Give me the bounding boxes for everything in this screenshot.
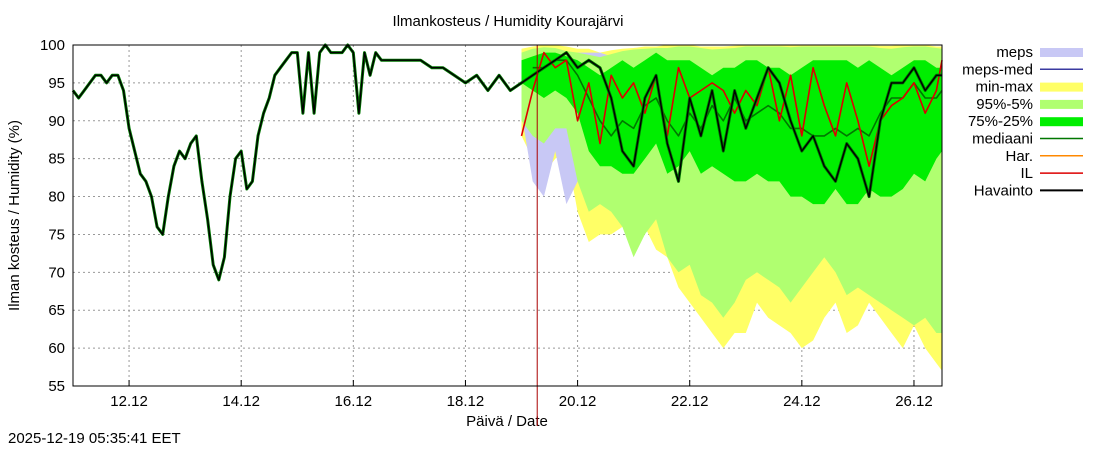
legend: mepsmeps-medmin-max95%-5%75%-25%mediaani…	[962, 44, 1083, 199]
legend-label: 95%-5%	[976, 96, 1033, 113]
plot-area: 55 60 65 70 75 80 85 90 95 100 12.12 14.12 16.12 18.1…	[40, 37, 943, 426]
y-tick-label: 90	[48, 113, 65, 130]
y-tick-label: 70	[48, 264, 65, 281]
y-axis-label: Ilman kosteus / Humidity (%)	[6, 120, 23, 311]
y-tick-label: 85	[48, 151, 65, 168]
legend-swatch	[1040, 99, 1083, 109]
plot-frame	[72, 44, 943, 387]
y-tick-label: 60	[48, 340, 65, 357]
legend-swatch	[1040, 48, 1083, 57]
timestamp: 2025-12-19 05:35:41 EET	[8, 430, 181, 447]
x-tick-label: 14.12	[222, 393, 260, 410]
x-tick-label: 24.12	[783, 393, 821, 410]
y-tick-label: 65	[48, 302, 65, 319]
x-tick-label: 12.12	[110, 393, 148, 410]
y-tick-label: 75	[48, 226, 65, 243]
y-tick-label: 95	[48, 75, 65, 92]
p75-25-band	[521, 52, 942, 205]
legend-label: mediaani	[972, 131, 1033, 148]
legend-label: Har.	[1005, 148, 1033, 165]
legend-label: IL	[1020, 165, 1033, 182]
legend-swatch	[1040, 82, 1083, 92]
legend-label: min-max	[975, 79, 1033, 96]
y-tick-label: 80	[48, 189, 65, 206]
legend-swatch	[1040, 117, 1083, 127]
x-tick-label: 22.12	[671, 393, 709, 410]
havainto-line	[72, 44, 942, 281]
chart-title: Ilmankosteus / Humidity Kourajärvi	[393, 13, 624, 30]
legend-label: meps	[996, 44, 1033, 61]
x-tick-label: 20.12	[559, 393, 597, 410]
legend-label: 75%-25%	[968, 113, 1033, 130]
legend-label: Havainto	[974, 182, 1033, 199]
y-tick-label: 100	[40, 37, 65, 54]
x-tick-label: 26.12	[895, 393, 933, 410]
x-axis-label: Päivä / Date	[466, 413, 548, 430]
x-tick-label: 16.12	[335, 393, 373, 410]
legend-label: meps-med	[962, 61, 1033, 78]
x-tick-label: 18.12	[447, 393, 485, 410]
y-tick-label: 55	[48, 378, 65, 395]
humidity-chart-svg: Ilmankosteus / Humidity Kourajärvi Ilman…	[6, 13, 1083, 430]
